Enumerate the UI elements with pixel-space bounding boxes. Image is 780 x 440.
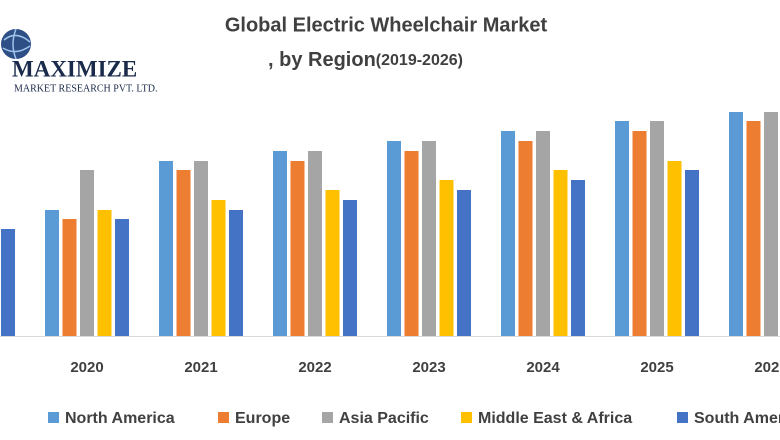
x-tick-label: 2021	[184, 359, 217, 376]
bar	[115, 219, 129, 336]
x-tick-label: 2026	[754, 359, 780, 376]
chart-title: Global Electric Wheelchair Market	[225, 14, 548, 36]
subtitle-years: (2019-2026)	[376, 52, 463, 69]
bar	[290, 161, 305, 336]
bar	[518, 141, 533, 336]
bar	[439, 180, 454, 336]
logo-globe	[1, 29, 31, 59]
bar	[501, 131, 515, 336]
bar	[685, 170, 699, 336]
bar	[404, 151, 419, 336]
legend-swatch	[218, 412, 229, 423]
bar	[729, 112, 743, 336]
legend-swatch	[322, 412, 333, 423]
legend-label: Middle East & Africa	[478, 410, 632, 427]
bar	[308, 151, 322, 336]
x-tick-label: 2025	[640, 359, 673, 376]
bar	[457, 190, 471, 336]
bar	[97, 210, 112, 336]
bar	[553, 170, 568, 336]
legend-swatch	[461, 412, 472, 423]
bar	[159, 161, 173, 336]
legend-swatch	[48, 412, 59, 423]
logo: MAXIMIZE MARKET RESEARCH PVT. LTD.	[1, 28, 157, 94]
bar	[211, 200, 226, 336]
chart-subtitle: , by Region(2019-2026)	[268, 49, 463, 71]
bar	[746, 121, 761, 336]
logo-globe-lines	[2, 28, 31, 60]
bar	[80, 170, 94, 336]
bar	[764, 112, 778, 336]
x-tick-label: 2023	[412, 359, 445, 376]
bar	[650, 121, 664, 336]
bar	[45, 210, 59, 336]
bar	[667, 161, 682, 336]
legend-swatch	[677, 412, 688, 423]
bar	[343, 200, 357, 336]
bar	[325, 190, 340, 336]
x-tick-label: 2024	[526, 359, 560, 376]
bar	[62, 219, 77, 336]
bar	[229, 210, 243, 336]
bar	[387, 141, 401, 336]
bar	[194, 161, 208, 336]
bar	[615, 121, 629, 336]
legend-label: Europe	[235, 410, 290, 427]
bar	[571, 180, 585, 336]
bar	[176, 170, 191, 336]
legend-label: North America	[65, 410, 175, 427]
bar	[632, 131, 647, 336]
x-tick-label: 2022	[298, 359, 331, 376]
bar	[1, 229, 15, 336]
bar	[536, 131, 550, 336]
subtitle-region: , by Region	[268, 49, 376, 71]
bar	[273, 151, 287, 336]
legend-label: Asia Pacific	[339, 410, 429, 427]
logo-tagline: MARKET RESEARCH PVT. LTD.	[14, 83, 157, 94]
logo-name: MAXIMIZE	[12, 56, 137, 81]
x-tick-label: 2020	[70, 359, 103, 376]
bar	[422, 141, 436, 336]
legend-label: South America	[694, 410, 780, 427]
